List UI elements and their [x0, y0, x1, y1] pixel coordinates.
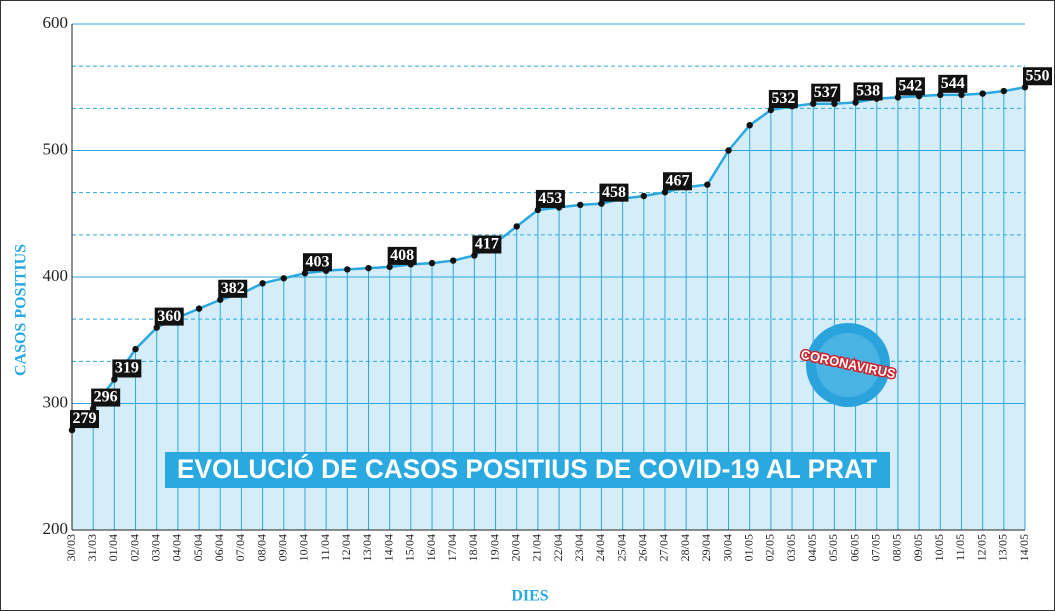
x-tick-label: 04/05	[805, 534, 819, 561]
point	[365, 265, 371, 271]
x-tick-label: 01/04	[106, 534, 120, 561]
x-tick-label: 27/04	[657, 534, 671, 561]
x-tick-label: 11/04	[318, 534, 332, 561]
point	[979, 90, 985, 96]
y-tick-label: 400	[43, 266, 69, 285]
value-label: 453	[538, 190, 562, 207]
x-tick-label: 06/04	[212, 534, 226, 561]
x-tick-label: 28/04	[678, 534, 692, 561]
x-tick-label: 17/04	[445, 534, 459, 561]
value-label: 532	[771, 90, 795, 107]
x-tick-label: 30/03	[64, 534, 78, 561]
y-tick-label: 500	[43, 139, 69, 158]
x-tick-label: 02/05	[763, 534, 777, 561]
point	[514, 223, 520, 229]
value-label: 550	[1026, 67, 1050, 84]
value-label: 417	[475, 236, 499, 253]
x-tick-label: 04/04	[170, 534, 184, 561]
value-label: 296	[94, 389, 118, 406]
point	[132, 346, 138, 352]
x-tick-label: 12/05	[974, 534, 988, 561]
x-tick-label: 18/04	[466, 534, 480, 561]
value-label: 408	[390, 247, 414, 264]
x-tick-label: 13/05	[996, 534, 1010, 561]
point	[746, 122, 752, 128]
x-tick-label: 19/04	[487, 534, 501, 561]
y-axis-label: CASOS POSITIUS	[13, 244, 30, 376]
point	[196, 305, 202, 311]
point	[429, 260, 435, 266]
point	[281, 275, 287, 281]
chart-title: EVOLUCIÓ DE CASOS POSITIUS DE COVID-19 A…	[177, 453, 877, 484]
value-label: 458	[602, 184, 626, 201]
value-label: 467	[665, 172, 689, 189]
value-label: 537	[814, 84, 838, 101]
x-tick-label: 10/05	[932, 534, 946, 561]
point	[450, 257, 456, 263]
x-tick-label: 15/04	[403, 534, 417, 561]
point	[259, 280, 265, 286]
x-tick-label: 03/04	[148, 534, 162, 561]
x-tick-label: 07/05	[869, 534, 883, 561]
x-tick-label: 03/05	[784, 534, 798, 561]
x-tick-label: 02/04	[127, 534, 141, 561]
x-axis-label: DIES	[511, 588, 548, 605]
x-tick-label: 24/04	[593, 534, 607, 561]
x-tick-label: 23/04	[572, 534, 586, 561]
x-tick-label: 09/05	[911, 534, 925, 561]
x-tick-label: 14/05	[1017, 534, 1031, 561]
value-label: 542	[898, 78, 922, 95]
x-tick-label: 30/04	[720, 534, 734, 561]
x-tick-label: 01/05	[741, 534, 755, 561]
x-tick-label: 20/04	[508, 534, 522, 561]
x-tick-label: 08/05	[890, 534, 904, 561]
x-tick-label: 08/04	[254, 534, 268, 561]
y-tick-label: 600	[43, 13, 69, 32]
x-tick-label: 10/04	[297, 534, 311, 561]
x-tick-label: 05/04	[191, 534, 205, 561]
x-tick-label: 26/04	[636, 534, 650, 561]
x-tick-label: 31/03	[85, 534, 99, 561]
x-tick-label: 14/04	[381, 534, 395, 561]
point	[725, 147, 731, 153]
value-label: 403	[305, 253, 329, 270]
point	[577, 202, 583, 208]
x-tick-label: 05/05	[826, 534, 840, 561]
x-tick-label: 12/04	[339, 534, 353, 561]
value-label: 360	[157, 308, 181, 325]
point	[344, 266, 350, 272]
value-label: 382	[221, 280, 245, 297]
x-tick-label: 25/04	[614, 534, 628, 561]
x-tick-label: 29/04	[699, 534, 713, 561]
x-tick-label: 16/04	[424, 534, 438, 561]
x-tick-label: 11/05	[953, 534, 967, 561]
x-tick-label: 09/04	[276, 534, 290, 561]
value-label: 538	[856, 83, 880, 100]
x-tick-label: 13/04	[360, 534, 374, 561]
point	[704, 181, 710, 187]
x-tick-label: 07/04	[233, 534, 247, 561]
x-tick-label: 21/04	[530, 534, 544, 561]
x-tick-label: 06/05	[847, 534, 861, 561]
x-tick-label: 22/04	[551, 534, 565, 561]
point	[641, 193, 647, 199]
point	[1001, 88, 1007, 94]
value-label: 544	[941, 75, 965, 92]
value-label: 319	[115, 360, 139, 377]
y-tick-label: 300	[43, 392, 69, 411]
value-label: 279	[73, 410, 97, 427]
chart: 20030040050060030/0331/0301/0402/0403/04…	[0, 0, 1055, 611]
